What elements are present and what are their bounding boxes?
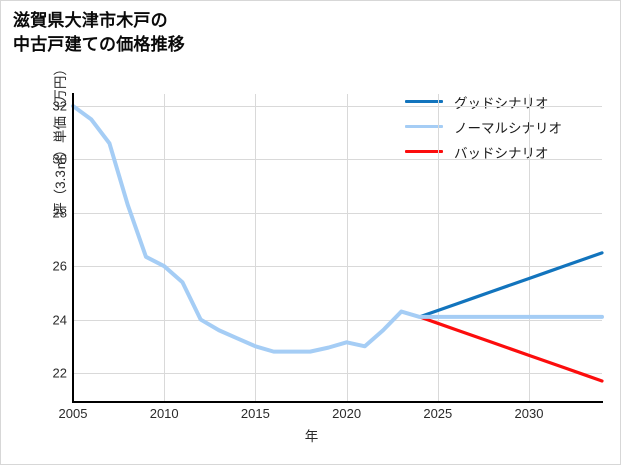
- grid-line-horizontal: [73, 373, 602, 374]
- grid-line-vertical: [346, 94, 348, 401]
- x-axis-label: 年: [304, 429, 319, 444]
- legend-swatch-bad: [405, 149, 443, 154]
- x-tick-label: 2015: [240, 406, 270, 421]
- x-tick-label: 2010: [149, 406, 179, 421]
- data-series-layer: [71, 104, 604, 383]
- page-title: 滋賀県大津市木戸の 中古戸建ての価格推移: [13, 11, 185, 55]
- plot-area: [71, 94, 604, 401]
- grid-line-horizontal: [73, 212, 602, 214]
- y-tick-label: 28: [52, 205, 67, 221]
- x-tick-label: 2020: [332, 406, 362, 421]
- y-tick-label: 22: [52, 365, 67, 381]
- legend-swatch-good: [405, 99, 443, 104]
- legend-label-normal: ノーマルシナリオ: [454, 120, 562, 136]
- y-axis-line: [72, 93, 74, 402]
- grid-line-vertical: [164, 94, 166, 401]
- series-line-normal: [71, 104, 604, 354]
- grid-line-horizontal: [73, 319, 602, 321]
- chart-legend: グッドシナリオ ノーマルシナリオ バッドシナリオ: [405, 89, 615, 164]
- legend-label-bad: バッドシナリオ: [454, 145, 549, 161]
- y-tick-label: 30: [52, 151, 67, 167]
- legend-item-normal[interactable]: ノーマルシナリオ: [405, 114, 615, 139]
- series-line-good: [417, 251, 604, 319]
- x-tick-label: 2025: [423, 406, 453, 421]
- grid-line-vertical: [529, 94, 530, 401]
- grid-line-horizontal: [73, 106, 602, 107]
- y-tick-label: 26: [52, 258, 67, 274]
- x-axis-line: [72, 401, 603, 403]
- legend-item-bad[interactable]: バッドシナリオ: [405, 139, 615, 164]
- y-axis-ticks: 22 24 26 28 30 32: [21, 1, 67, 464]
- x-tick-label: 2030: [514, 406, 544, 421]
- legend-swatch-normal: [405, 124, 443, 129]
- y-tick-label: 24: [52, 312, 67, 328]
- grid-line-horizontal: [73, 159, 602, 161]
- grid-line-vertical: [255, 94, 257, 401]
- grid-line-horizontal: [73, 266, 602, 268]
- y-tick-label: 32: [52, 98, 67, 114]
- grid-line-vertical: [437, 94, 439, 401]
- x-tick-label: 2005: [58, 406, 88, 421]
- y-axis-label: 坪（3.3㎡）単価（万円）: [53, 62, 68, 216]
- series-line-bad: [417, 315, 604, 383]
